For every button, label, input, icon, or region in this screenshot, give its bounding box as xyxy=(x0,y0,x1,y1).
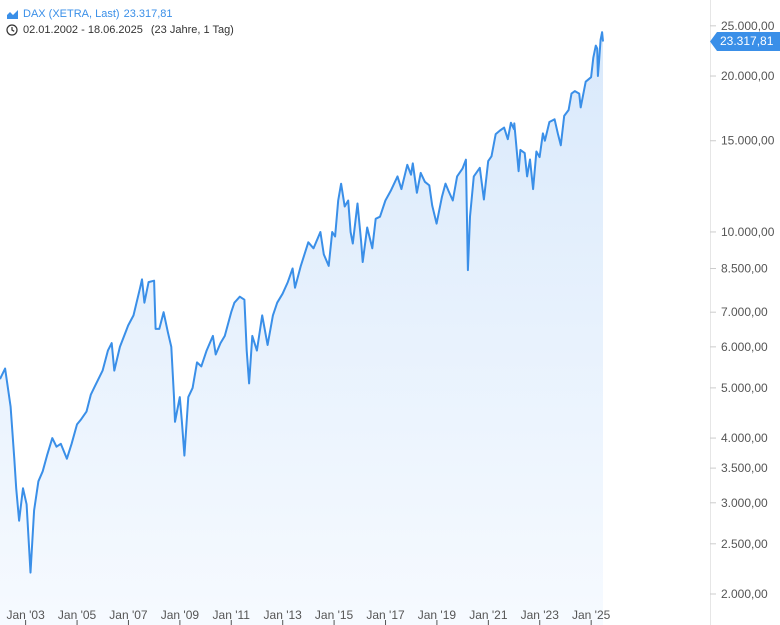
x-tick-label: Jan '05 xyxy=(58,608,97,622)
x-tick-label: Jan '21 xyxy=(469,608,508,622)
y-tick-label: 10.000,00 xyxy=(721,225,775,239)
legend-series-row[interactable]: DAX (XETRA, Last) 23.317,81 xyxy=(6,6,238,22)
x-tick-label: Jan '15 xyxy=(315,608,354,622)
x-tick-label: Jan '13 xyxy=(264,608,303,622)
x-tick-label: Jan '25 xyxy=(572,608,611,622)
legend-range-row: 02.01.2002 - 18.06.2025 (23 Jahre, 1 Tag… xyxy=(6,22,238,38)
legend-duration: (23 Jahre, 1 Tag) xyxy=(150,24,234,36)
y-tick-label: 3.000,00 xyxy=(721,496,768,510)
y-tick-label: 6.000,00 xyxy=(721,340,768,354)
y-tick-label: 3.500,00 xyxy=(721,461,768,475)
x-tick-label: Jan '03 xyxy=(6,608,45,622)
price-area xyxy=(0,32,603,625)
y-tick-label: 5.000,00 xyxy=(721,381,768,395)
y-tick-label: 4.000,00 xyxy=(721,431,768,445)
x-tick-label: Jan '09 xyxy=(161,608,200,622)
chart-legend: DAX (XETRA, Last) 23.317,81 02.01.2002 -… xyxy=(6,6,238,38)
y-tick-label: 25.000,00 xyxy=(721,19,775,33)
x-tick-label: Jan '17 xyxy=(366,608,405,622)
area-chart-icon xyxy=(6,8,19,20)
y-axis: 2.000,00 2.500,00 3.000,00 3.500,00 4.000,00… xyxy=(710,19,775,601)
y-tick-label: 2.000,00 xyxy=(721,587,768,601)
legend-instrument: DAX (XETRA, Last) xyxy=(23,8,120,20)
y-tick-label: 15.000,00 xyxy=(721,134,775,148)
last-price-label: 23.317,81 xyxy=(720,34,774,48)
y-tick-label: 8.500,00 xyxy=(721,262,768,276)
x-tick-label: Jan '23 xyxy=(521,608,560,622)
y-tick-label: 20.000,00 xyxy=(721,69,775,83)
x-tick-label: Jan '19 xyxy=(418,608,457,622)
y-tick-label: 7.000,00 xyxy=(721,305,768,319)
x-axis: Jan '03 Jan '05 Jan '07 Jan '09 Jan '11 Jan '… xyxy=(6,608,611,625)
legend-last-value: 23.317,81 xyxy=(123,8,173,20)
x-tick-label: Jan '11 xyxy=(213,608,251,622)
price-line xyxy=(0,31,604,574)
x-tick-label: Jan '07 xyxy=(109,608,148,622)
clock-icon xyxy=(6,24,19,36)
y-tick-label: 2.500,00 xyxy=(721,537,768,551)
legend-date-range: 02.01.2002 - 18.06.2025 xyxy=(23,24,143,36)
last-price-badge: 23.317,81 xyxy=(710,32,780,51)
